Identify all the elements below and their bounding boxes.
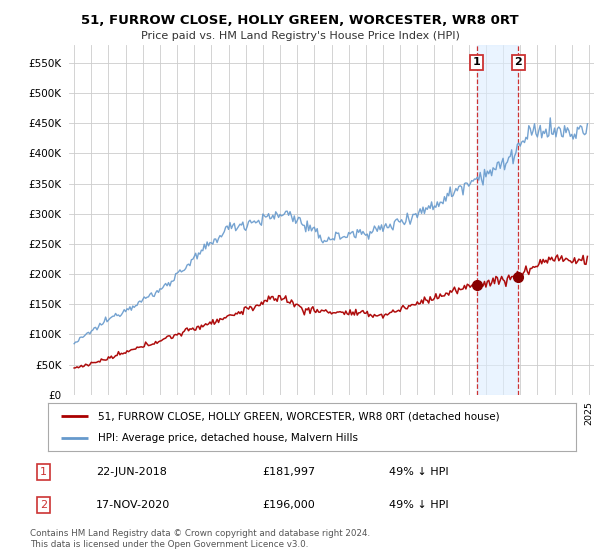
Text: 17-NOV-2020: 17-NOV-2020 xyxy=(96,500,170,510)
Text: 49% ↓ HPI: 49% ↓ HPI xyxy=(389,500,448,510)
Text: Contains HM Land Registry data © Crown copyright and database right 2024.
This d: Contains HM Land Registry data © Crown c… xyxy=(30,529,370,549)
Text: £181,997: £181,997 xyxy=(262,467,315,477)
Text: 2: 2 xyxy=(40,500,47,510)
Text: 51, FURROW CLOSE, HOLLY GREEN, WORCESTER, WR8 0RT: 51, FURROW CLOSE, HOLLY GREEN, WORCESTER… xyxy=(81,14,519,27)
Text: 51, FURROW CLOSE, HOLLY GREEN, WORCESTER, WR8 0RT (detached house): 51, FURROW CLOSE, HOLLY GREEN, WORCESTER… xyxy=(98,411,500,421)
Bar xyxy=(477,45,518,395)
Text: 22-JUN-2018: 22-JUN-2018 xyxy=(96,467,167,477)
Text: 1: 1 xyxy=(40,467,47,477)
Text: Price paid vs. HM Land Registry's House Price Index (HPI): Price paid vs. HM Land Registry's House … xyxy=(140,31,460,41)
Text: £196,000: £196,000 xyxy=(262,500,314,510)
Text: 49% ↓ HPI: 49% ↓ HPI xyxy=(389,467,448,477)
Text: 2: 2 xyxy=(514,57,522,67)
Text: 1: 1 xyxy=(473,57,481,67)
Text: HPI: Average price, detached house, Malvern Hills: HPI: Average price, detached house, Malv… xyxy=(98,433,358,443)
